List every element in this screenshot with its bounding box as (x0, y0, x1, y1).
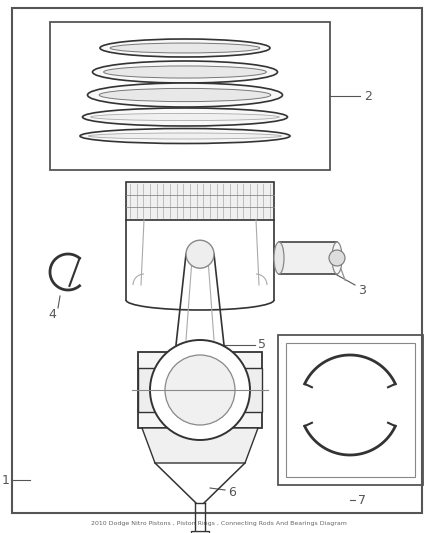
Text: 5: 5 (258, 338, 266, 351)
Ellipse shape (88, 133, 282, 139)
Circle shape (329, 250, 345, 266)
Ellipse shape (82, 108, 287, 126)
Ellipse shape (100, 39, 270, 57)
Ellipse shape (332, 242, 342, 274)
Text: 7: 7 (358, 494, 366, 506)
Bar (278, 335, 423, 485)
Polygon shape (142, 428, 258, 463)
Ellipse shape (104, 66, 266, 78)
Ellipse shape (274, 242, 284, 274)
Bar (191, 531, 209, 533)
Text: 2: 2 (364, 90, 372, 102)
Text: 4: 4 (48, 309, 56, 321)
Ellipse shape (99, 88, 271, 102)
Ellipse shape (80, 128, 290, 143)
Circle shape (150, 340, 250, 440)
Circle shape (186, 240, 214, 268)
Text: 6: 6 (228, 486, 236, 498)
Ellipse shape (110, 43, 260, 53)
Ellipse shape (92, 61, 278, 83)
Bar (279, 242, 337, 274)
Ellipse shape (91, 114, 279, 120)
Bar (238, 368, 262, 412)
Text: 1: 1 (2, 473, 10, 487)
Bar (126, 182, 274, 220)
Bar (286, 343, 415, 477)
Text: 3: 3 (358, 284, 366, 296)
Circle shape (165, 355, 235, 425)
Text: 2010 Dodge Nitro Pistons , Piston Rings , Connecting Rods And Bearings Diagram: 2010 Dodge Nitro Pistons , Piston Rings … (91, 521, 347, 527)
Bar (138, 352, 262, 428)
Bar (138, 368, 162, 412)
Bar (50, 22, 330, 170)
Ellipse shape (88, 83, 283, 107)
